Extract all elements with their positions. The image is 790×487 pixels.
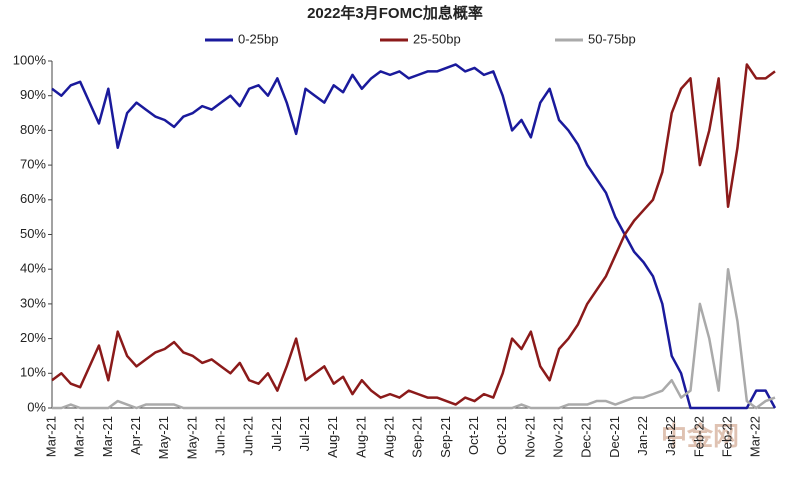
x-tick-label: Mar-21 bbox=[72, 416, 87, 457]
x-tick-label: Mar-21 bbox=[43, 416, 58, 457]
y-tick-label: 30% bbox=[20, 295, 46, 310]
legend-label: 25-50bp bbox=[413, 31, 461, 46]
x-tick-label: Aug-21 bbox=[353, 416, 368, 458]
y-tick-label: 100% bbox=[13, 52, 47, 67]
y-tick-label: 40% bbox=[20, 261, 46, 276]
x-tick-label: Apr-21 bbox=[128, 416, 143, 455]
x-tick-label: Feb-22 bbox=[719, 416, 734, 457]
x-tick-label: Mar-21 bbox=[100, 416, 115, 457]
series-line bbox=[51, 63, 777, 410]
x-tick-label: Mar-22 bbox=[748, 416, 763, 457]
x-tick-label: Jan-22 bbox=[635, 416, 650, 456]
legend-label: 50-75bp bbox=[588, 31, 636, 46]
x-tick-label: Aug-21 bbox=[381, 416, 396, 458]
x-tick-label: Oct-21 bbox=[494, 416, 509, 455]
x-tick-label: Jun-21 bbox=[241, 416, 256, 456]
y-tick-label: 90% bbox=[20, 87, 46, 102]
legend-label: 0-25bp bbox=[238, 31, 278, 46]
watermark: 中金网 bbox=[661, 421, 739, 451]
x-tick-label: Jul-21 bbox=[269, 416, 284, 451]
y-tick-label: 20% bbox=[20, 330, 46, 345]
x-tick-label: Nov-21 bbox=[522, 416, 537, 458]
y-tick-label: 0% bbox=[27, 399, 46, 414]
y-tick-label: 80% bbox=[20, 122, 46, 137]
x-tick-label: Feb-22 bbox=[691, 416, 706, 457]
x-tick-label: Dec-21 bbox=[579, 416, 594, 458]
x-tick-label: Sep-21 bbox=[410, 416, 425, 458]
y-tick-label: 50% bbox=[20, 226, 46, 241]
x-tick-label: Dec-21 bbox=[607, 416, 622, 458]
x-tick-label: Aug-21 bbox=[325, 416, 340, 458]
x-tick-label: Jan-22 bbox=[663, 416, 678, 456]
x-tick-label: May-21 bbox=[184, 416, 199, 459]
y-tick-label: 10% bbox=[20, 365, 46, 380]
y-tick-label: 60% bbox=[20, 191, 46, 206]
x-tick-label: Oct-21 bbox=[466, 416, 481, 455]
series-line bbox=[51, 63, 776, 406]
chart-title: 2022年3月FOMC加息概率 bbox=[307, 4, 483, 22]
x-tick-label: May-21 bbox=[156, 416, 171, 459]
x-tick-label: Nov-21 bbox=[550, 416, 565, 458]
y-tick-label: 70% bbox=[20, 157, 46, 172]
x-tick-label: Jun-21 bbox=[212, 416, 227, 456]
x-tick-label: Sep-21 bbox=[438, 416, 453, 458]
x-tick-label: Jul-21 bbox=[297, 416, 312, 451]
series-line bbox=[52, 267, 776, 410]
